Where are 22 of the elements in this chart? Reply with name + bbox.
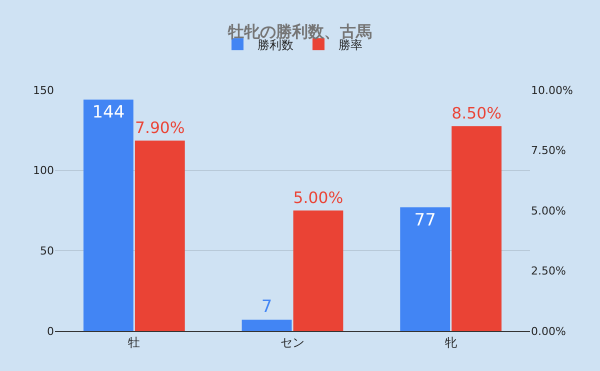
bar [293, 210, 344, 331]
data-label: 5.00% [293, 188, 344, 207]
x-tick-label: 牡 [128, 335, 140, 350]
legend-label: 勝率 [338, 38, 362, 52]
y2-tick-label: 7.50% [531, 144, 566, 158]
data-label: 7.90% [134, 118, 185, 137]
y-tick-label: 150 [33, 84, 54, 97]
y-tick-label: 100 [33, 164, 54, 178]
bar [242, 320, 292, 331]
y2-tick-label: 5.00% [531, 204, 566, 218]
legend-label: 勝利数 [258, 38, 294, 52]
y2-tick-label: 10.00% [531, 84, 573, 97]
data-label: 7 [261, 296, 272, 317]
x-tick-label: セン [280, 335, 304, 350]
y-tick-label: 50 [40, 244, 54, 258]
x-tick-label: 牝 [444, 335, 457, 350]
y2-tick-label: 2.50% [531, 264, 566, 278]
y2-tick-label: 0.00% [531, 324, 566, 338]
y-tick-label: 0 [47, 324, 54, 338]
data-label: 8.50% [452, 104, 502, 123]
data-label: 77 [414, 210, 436, 230]
data-label: 144 [92, 102, 125, 123]
